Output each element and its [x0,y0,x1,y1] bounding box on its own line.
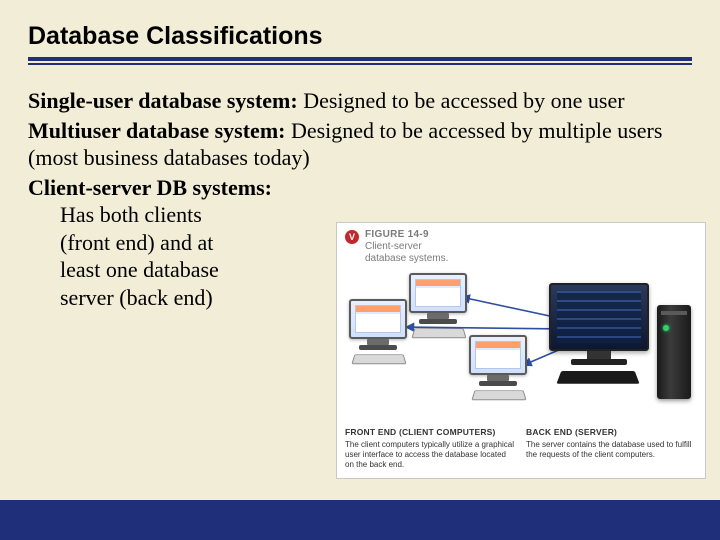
figure-wrap: V FIGURE 14-9 Client-server database sys… [328,222,706,479]
def-client-server-l3: least one database [28,256,328,284]
caption-front-end: FRONT END (CLIENT COMPUTERS) The client … [345,427,516,470]
def-client-server-l2: (front end) and at [28,229,328,257]
slide-title: Database Classifications [28,22,692,51]
caption-back-title: BACK END (SERVER) [526,427,697,438]
def-client-server-l4: server (back end) [28,284,328,312]
figure-14-9: V FIGURE 14-9 Client-server database sys… [336,222,706,479]
entry-client-server: Client-server DB systems: Has both clien… [28,174,328,312]
figure-subtitle-1: Client-server [365,241,448,253]
slide-header: Database Classifications [0,0,720,71]
figure-subtitle-2: database systems. [365,253,448,265]
footer-bar [0,500,720,540]
entry-single-user: Single-user database system: Designed to… [28,87,692,115]
figure-header: V FIGURE 14-9 Client-server database sys… [337,223,705,267]
caption-front-text: The client computers typically utilize a… [345,440,516,470]
figure-canvas [345,269,697,419]
term-multiuser: Multiuser database system: [28,118,285,143]
caption-back-end: BACK END (SERVER) The server contains th… [526,427,697,470]
entry-multiuser: Multiuser database system: Designed to b… [28,117,692,172]
def-single-user: Designed to be accessed by one user [298,88,625,113]
figure-title-block: FIGURE 14-9 Client-server database syste… [365,229,448,265]
server-icon [549,283,691,403]
caption-front-title: FRONT END (CLIENT COMPUTERS) [345,427,516,438]
client-computer-3-icon [465,331,547,407]
figure-captions: FRONT END (CLIENT COMPUTERS) The client … [337,423,705,478]
title-rule-thick [28,57,692,61]
caption-back-text: The server contains the database used to… [526,440,697,460]
def-client-server-l1: Has both clients [28,201,328,229]
term-single-user: Single-user database system: [28,88,298,113]
title-rule-thin [28,63,692,65]
figure-badge-icon: V [345,230,359,244]
term-client-server: Client-server DB systems: [28,175,272,200]
figure-number: FIGURE 14-9 [365,229,448,241]
